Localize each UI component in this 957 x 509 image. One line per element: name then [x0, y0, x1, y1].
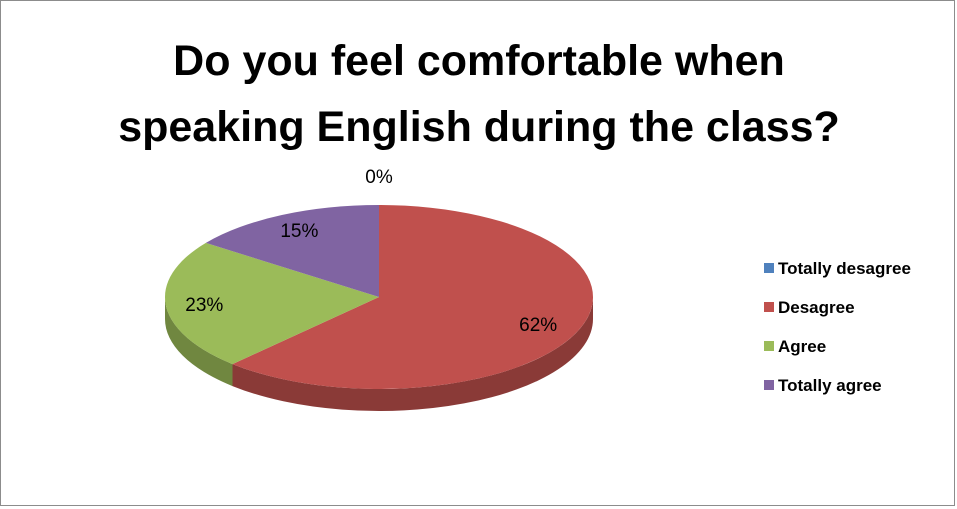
- pie-plot: [164, 205, 594, 412]
- data-labels: 0% 62% 23% 15%: [185, 167, 557, 336]
- legend-label-totally-desagree: Totally desagree: [778, 259, 911, 278]
- pie-slice-desagree: [232, 205, 593, 389]
- pie-slice-totally-agree: [205, 205, 379, 297]
- data-label-desagree: 62%: [519, 315, 557, 336]
- data-label-totally-agree: 15%: [280, 221, 318, 242]
- pie-slice-agree: [164, 242, 379, 365]
- pie-side-desagree: [232, 297, 594, 412]
- data-label-totally-desagree: 0%: [365, 167, 393, 188]
- legend-swatch-totally-desagree: [764, 263, 774, 273]
- chart-title-line-2: speaking English during the class?: [118, 103, 840, 151]
- legend-label-desagree: Desagree: [778, 298, 855, 317]
- data-label-agree: 23%: [185, 295, 223, 316]
- legend-swatch-desagree: [764, 302, 774, 312]
- legend-label-agree: Agree: [778, 337, 826, 356]
- chart-title-line-1: Do you feel comfortable when: [173, 37, 785, 85]
- legend-swatch-agree: [764, 341, 774, 351]
- legend-swatch-totally-agree: [764, 380, 774, 390]
- legend-label-totally-agree: Totally agree: [778, 376, 882, 395]
- legend: Totally desagree Desagree Agree Totally agr…: [764, 259, 911, 395]
- pie-side-agree: [165, 297, 233, 387]
